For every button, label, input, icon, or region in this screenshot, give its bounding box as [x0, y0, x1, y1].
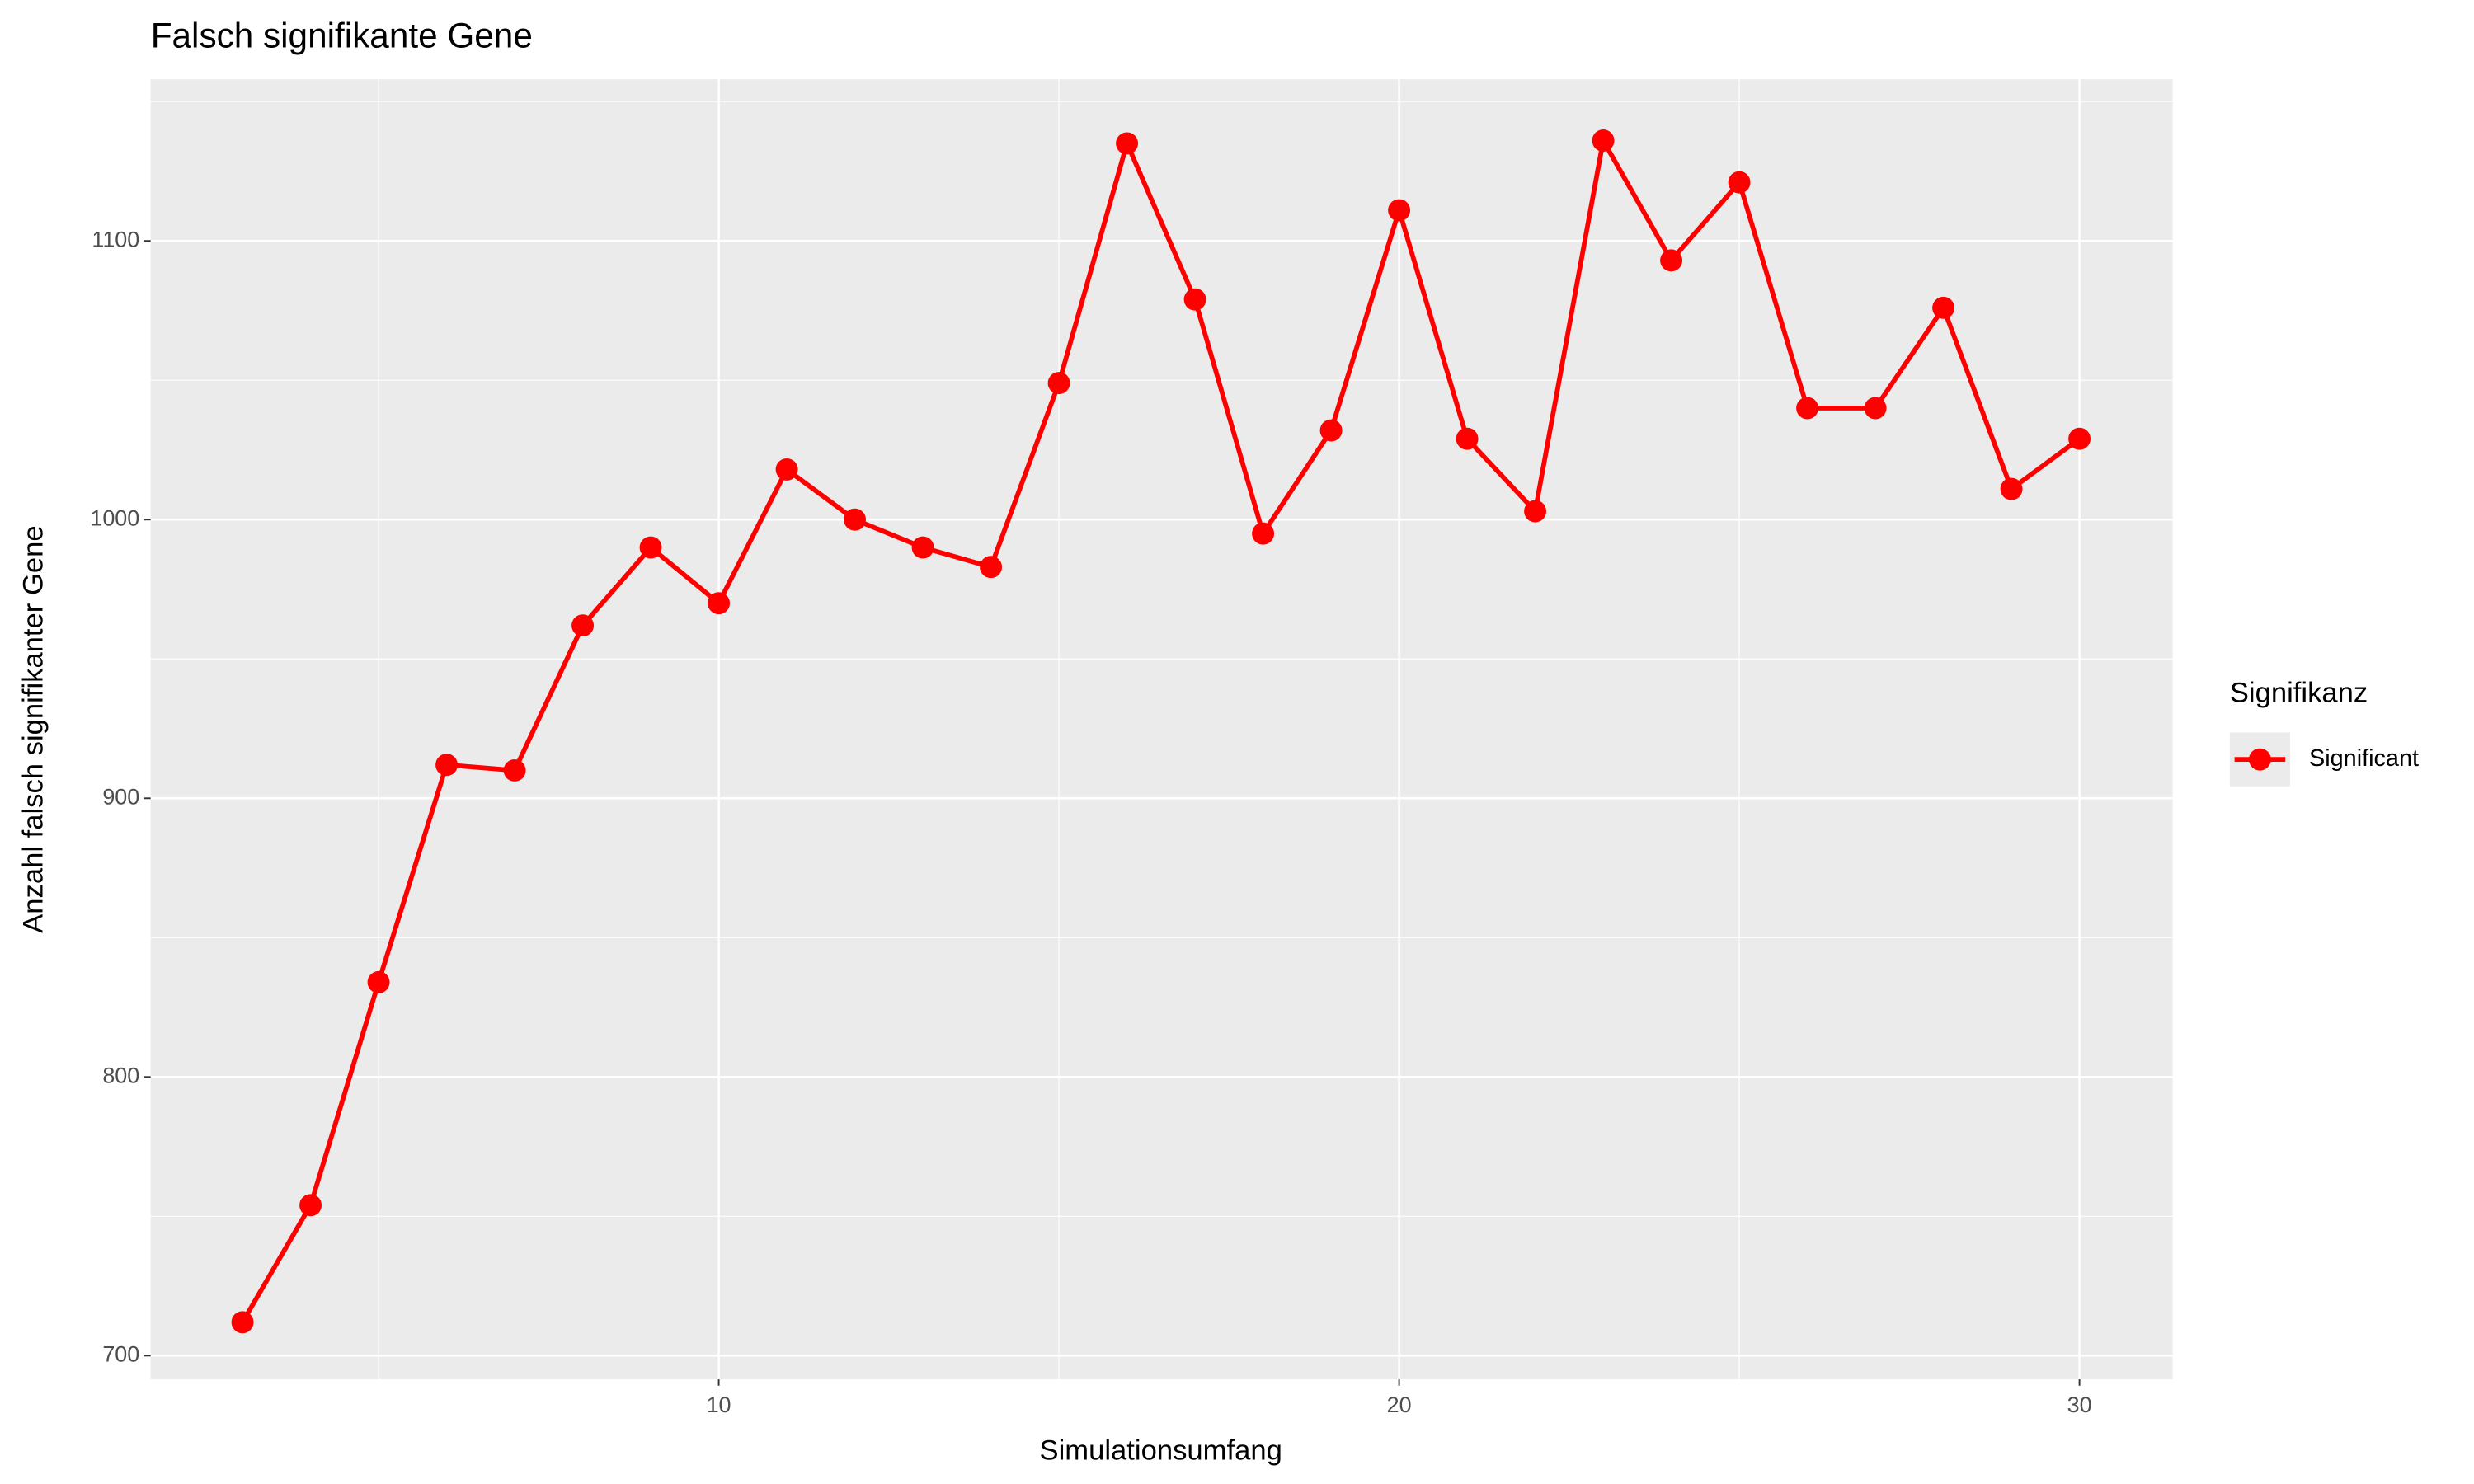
data-point — [1183, 288, 1206, 311]
plot-panel — [150, 79, 2173, 1380]
x-tick-label: 30 — [2067, 1392, 2092, 1417]
y-axis-label: Anzahl falsch signifikanter Gene — [17, 525, 49, 932]
data-point — [1319, 419, 1343, 442]
y-tick-label: 1000 — [90, 505, 139, 530]
series-line — [240, 134, 2081, 1324]
x-tick-label: 20 — [1387, 1392, 1412, 1417]
data-point — [2000, 477, 2023, 500]
data-point — [503, 759, 526, 782]
data-point — [1728, 171, 1751, 194]
data-point — [708, 592, 731, 615]
data-point — [299, 1194, 322, 1217]
data-point — [367, 970, 390, 993]
y-tick-label: 800 — [102, 1063, 139, 1087]
y-tick-label: 1100 — [92, 227, 139, 251]
data-point — [980, 556, 1003, 579]
x-axis-label: Simulationsumfang — [1040, 1435, 1282, 1467]
data-point — [1660, 249, 1683, 272]
chart-title: Falsch signifikante Gene — [151, 16, 533, 54]
data-point — [571, 614, 595, 637]
legend-title: Signifikanz — [2230, 677, 2368, 708]
data-point — [1932, 296, 1955, 319]
data-point — [1592, 129, 1615, 152]
data-point — [2068, 427, 2091, 450]
data-point — [1388, 199, 1411, 222]
data-point — [1524, 500, 1547, 523]
data-point — [911, 536, 934, 559]
y-tick-label: 900 — [102, 784, 139, 809]
y-tick-label: 700 — [102, 1341, 139, 1366]
data-point — [231, 1311, 254, 1334]
data-point — [435, 754, 459, 777]
data-point — [1047, 372, 1070, 395]
data-point — [1864, 397, 1887, 420]
data-point — [1796, 397, 1819, 420]
data-point — [1252, 522, 1275, 545]
data-point — [1456, 427, 1479, 450]
data-point — [844, 508, 867, 531]
legend-marker — [2248, 748, 2271, 771]
data-point — [639, 536, 662, 559]
x-tick-label: 10 — [707, 1392, 731, 1417]
legend-label: Significant — [2309, 745, 2419, 772]
data-point — [775, 458, 798, 481]
data-point — [1116, 132, 1139, 155]
